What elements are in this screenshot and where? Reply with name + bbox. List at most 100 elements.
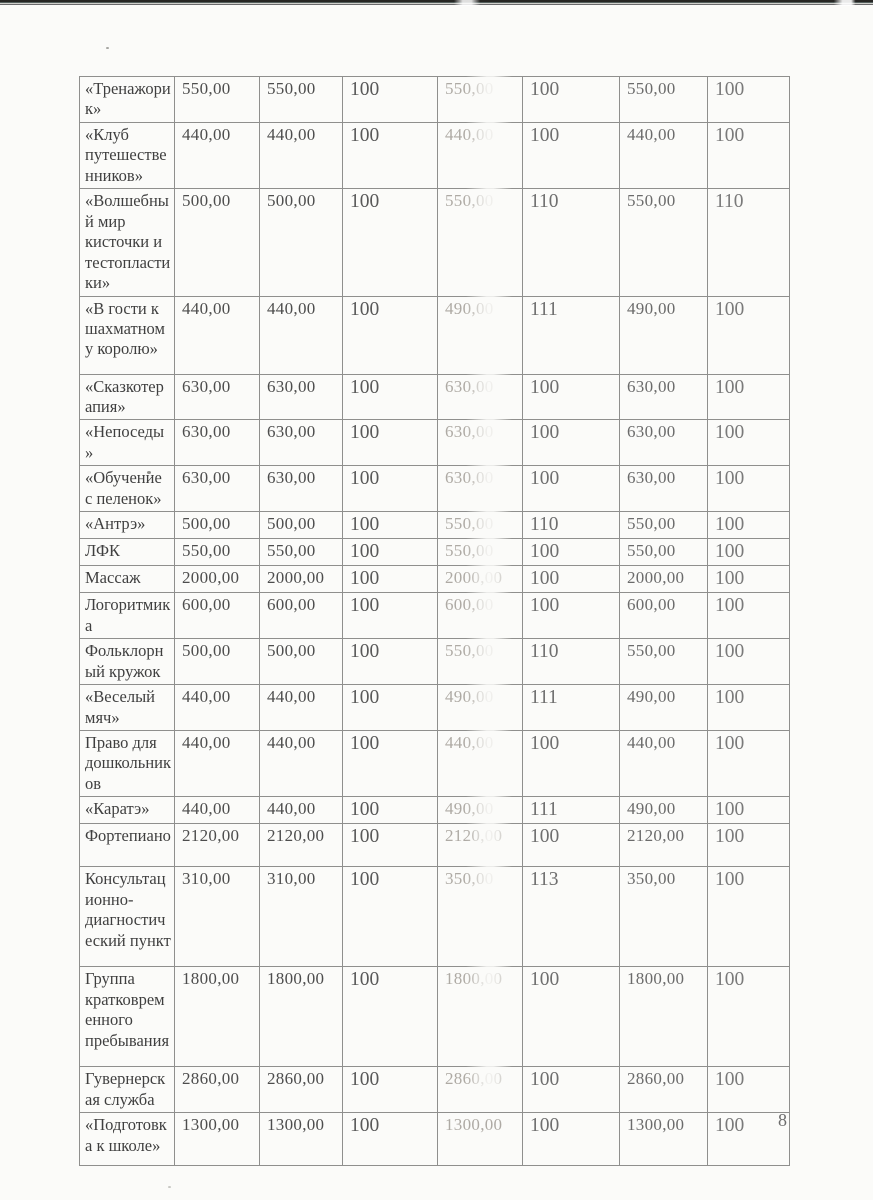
value-cell: 2120,00 — [259, 823, 343, 868]
value-cell: 100 — [522, 565, 620, 594]
value-cell: 100 — [707, 592, 790, 640]
value-cell: 100 — [707, 1066, 790, 1114]
table-row: Консультационно-диагностический пункт 310… — [79, 866, 790, 968]
value-cell: 440,00 — [259, 729, 343, 798]
value-cell: 440,00 — [259, 684, 343, 731]
value-cell: 100 — [342, 295, 438, 375]
value-cell: 100 — [342, 465, 438, 513]
value-cell: 100 — [707, 729, 790, 798]
value-cell: 100 — [522, 966, 620, 1068]
value-cell: 550,00 — [174, 538, 260, 567]
value-cell: 100 — [707, 638, 790, 686]
value-cell: 1300,00 — [619, 1112, 708, 1167]
value-cell: 490,00 — [437, 796, 523, 825]
value-cell: 2860,00 — [619, 1066, 708, 1114]
value-cell: 100 — [707, 121, 790, 190]
value-cell: 2000,00 — [174, 565, 260, 594]
value-cell: 490,00 — [619, 295, 708, 375]
value-cell: 110 — [522, 511, 620, 540]
value-cell: 100 — [342, 729, 438, 798]
service-name-cell: Гувернерская служба — [79, 1066, 175, 1114]
table-row: Логоритмика 600,00 600,00 100 600,00 100 600,0… — [79, 592, 790, 640]
value-cell: 440,00 — [174, 684, 260, 731]
value-cell: 1300,00 — [174, 1112, 260, 1167]
value-cell: 100 — [342, 121, 438, 190]
service-name-cell: Группа кратковременного пребывания — [79, 966, 175, 1068]
service-name-cell: «Сказкотерапия» — [79, 373, 175, 421]
value-cell: 1300,00 — [437, 1112, 523, 1167]
value-cell: 111 — [522, 796, 620, 825]
value-cell: 500,00 — [259, 511, 343, 540]
value-cell: 100 — [342, 419, 438, 467]
value-cell: 100 — [707, 295, 790, 375]
value-cell: 630,00 — [259, 419, 343, 467]
table-row: «Клуб путешественников» 440,00 440,00 100 44… — [79, 121, 790, 190]
value-cell: 2000,00 — [619, 565, 708, 594]
value-cell: 440,00 — [174, 121, 260, 190]
value-cell: 630,00 — [174, 419, 260, 467]
value-cell: 100 — [707, 966, 790, 1068]
value-cell: 100 — [342, 684, 438, 731]
service-name-cell: «Непоседы» — [79, 419, 175, 467]
value-cell: 2860,00 — [437, 1066, 523, 1114]
value-cell: 550,00 — [437, 538, 523, 567]
value-cell: 550,00 — [619, 538, 708, 567]
table-row: «Непоседы» 630,00 630,00 100 630,00 100 630,00… — [79, 419, 790, 467]
value-cell: 550,00 — [437, 511, 523, 540]
value-cell: 2860,00 — [259, 1066, 343, 1114]
value-cell: 100 — [342, 966, 438, 1068]
value-cell: 500,00 — [174, 511, 260, 540]
service-name-cell: «Антрэ» — [79, 511, 175, 540]
value-cell: 100 — [707, 1112, 790, 1167]
service-name-cell: Фольклорный кружок — [79, 638, 175, 686]
service-name-cell: «Волшебный мир кисточки и тестопластики» — [79, 188, 175, 297]
value-cell: 490,00 — [437, 295, 523, 375]
value-cell: 100 — [522, 538, 620, 567]
value-cell: 500,00 — [259, 188, 343, 297]
value-cell: 310,00 — [174, 866, 260, 968]
value-cell: 630,00 — [174, 373, 260, 421]
service-name-cell: «Обучение с пеленок» — [79, 465, 175, 513]
value-cell: 350,00 — [619, 866, 708, 968]
service-name-cell: Право для дошкольников — [79, 729, 175, 798]
value-cell: 113 — [522, 866, 620, 968]
scan-speck — [168, 1186, 171, 1188]
table-row: «Тренажорик» 550,00 550,00 100 550,00 100 550,… — [79, 76, 790, 123]
value-cell: 111 — [522, 295, 620, 375]
value-cell: 490,00 — [619, 684, 708, 731]
value-cell: 100 — [522, 76, 620, 123]
value-cell: 100 — [522, 121, 620, 190]
value-cell: 100 — [522, 419, 620, 467]
value-cell: 100 — [707, 419, 790, 467]
value-cell: 100 — [522, 1112, 620, 1167]
value-cell: 2120,00 — [174, 823, 260, 868]
value-cell: 100 — [522, 729, 620, 798]
service-name-cell: Массаж — [79, 565, 175, 594]
value-cell: 490,00 — [619, 796, 708, 825]
value-cell: 440,00 — [619, 729, 708, 798]
value-cell: 500,00 — [174, 188, 260, 297]
value-cell: 100 — [342, 373, 438, 421]
value-cell: 100 — [707, 823, 790, 868]
value-cell: 440,00 — [174, 729, 260, 798]
table-row: Гувернерская служба 2860,00 2860,00 100 2860… — [79, 1066, 790, 1114]
value-cell: 550,00 — [619, 638, 708, 686]
table-row: Фольклорный кружок 500,00 500,00 100 550,00 1… — [79, 638, 790, 686]
table-row: «Каратэ» 440,00 440,00 100 490,00 111 490,00 10… — [79, 796, 790, 825]
value-cell: 100 — [342, 638, 438, 686]
value-cell: 440,00 — [259, 796, 343, 825]
value-cell: 100 — [342, 565, 438, 594]
value-cell: 110 — [522, 188, 620, 297]
value-cell: 1800,00 — [259, 966, 343, 1068]
table-row: «Сказкотерапия» 630,00 630,00 100 630,00 100 6… — [79, 373, 790, 421]
value-cell: 630,00 — [174, 465, 260, 513]
service-name-cell: «Подготовка к школе» — [79, 1112, 175, 1167]
table-row: «Волшебный мир кисточки и тестопластики»… — [79, 188, 790, 297]
scanner-edge-artifact — [0, 0, 873, 6]
value-cell: 100 — [342, 823, 438, 868]
fees-table: «Тренажорик» 550,00 550,00 100 550,00 100 550,… — [79, 76, 790, 1167]
value-cell: 550,00 — [437, 188, 523, 297]
service-name-cell: «Веселый мяч» — [79, 684, 175, 731]
value-cell: 630,00 — [437, 373, 523, 421]
value-cell: 1800,00 — [437, 966, 523, 1068]
